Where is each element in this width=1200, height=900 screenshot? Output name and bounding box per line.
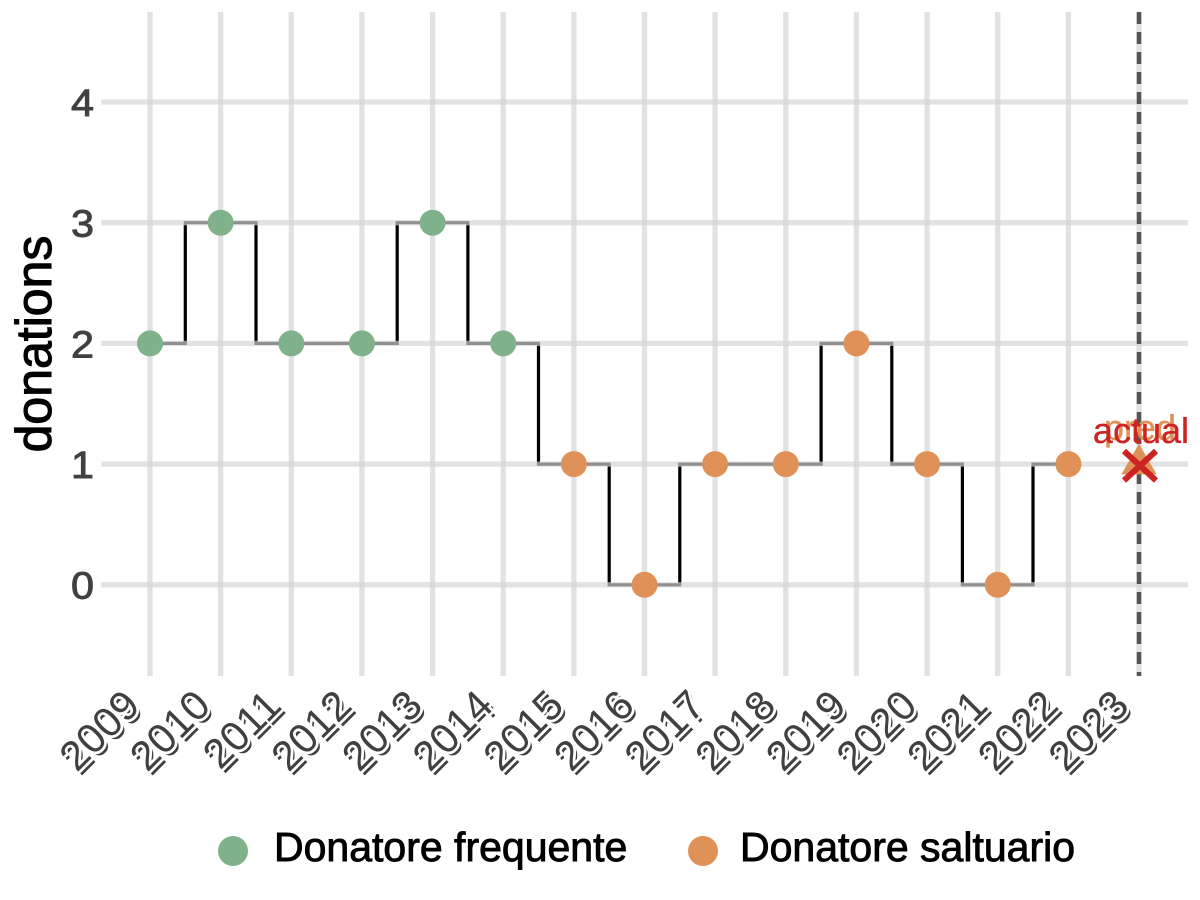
svg-text:pred: pred <box>1104 407 1176 448</box>
svg-text:donations: donations <box>6 236 62 453</box>
svg-text:3: 3 <box>71 204 94 246</box>
svg-text:Donatore frequente: Donatore frequente <box>274 824 627 870</box>
svg-text:actual: actual <box>1093 410 1189 451</box>
svg-text:Donatore saltuario: Donatore saltuario <box>740 824 1075 870</box>
svg-text:1: 1 <box>71 445 94 487</box>
svg-text:2: 2 <box>71 324 94 366</box>
svg-text:4: 4 <box>71 83 94 125</box>
svg-text:0: 0 <box>71 566 94 608</box>
